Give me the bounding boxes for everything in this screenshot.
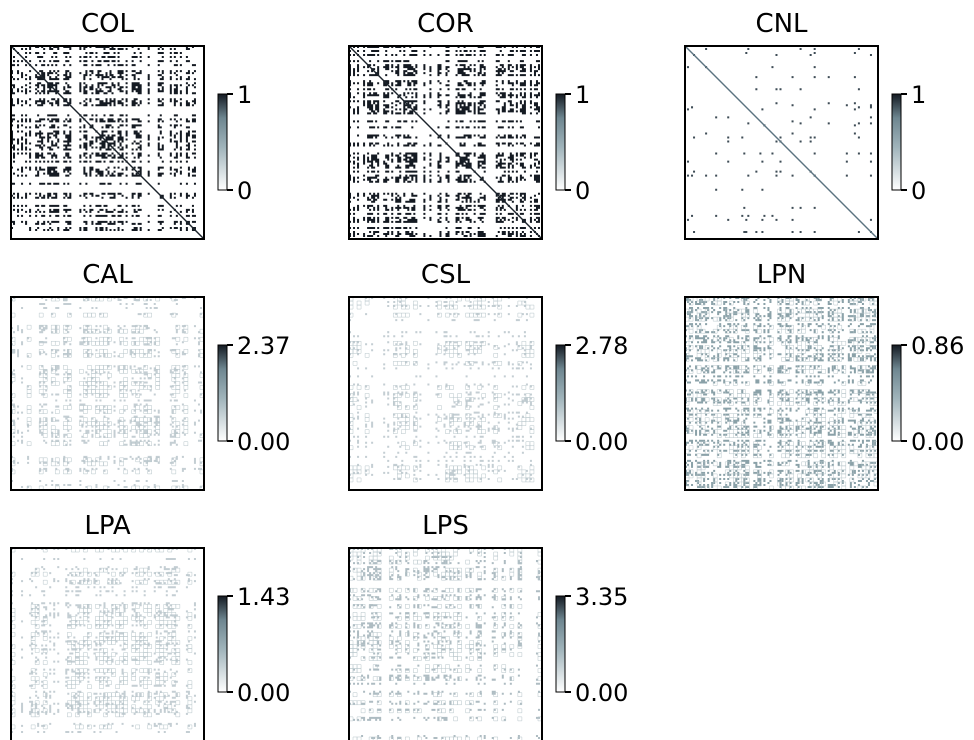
colorbar [891,93,902,191]
colorbar-min-label: 0 [237,177,252,205]
colorbar [555,93,566,191]
colorbar-max-label: 1 [575,81,590,109]
panel-title: CAL [82,260,133,290]
heatmap-diagonal [10,45,205,240]
heatmap-panel-col: COL 0 1 [10,9,252,240]
colorbar [217,595,228,693]
colorbar [891,344,902,442]
panel-title: COL [81,9,135,39]
colorbar-min-label: 0.00 [237,679,290,707]
heatmap-panel-csl: CSL 0.00 2.78 [348,260,628,491]
colorbar-min-label: 0.00 [911,428,964,456]
heatmap-panel-cor: COR 0 1 [348,9,590,240]
colorbar-max-label: 3.35 [575,583,628,611]
colorbar [555,595,566,693]
heatmap-cell-outlines [10,296,205,491]
heatmap-frame [10,296,205,491]
heatmap-frame [348,45,543,240]
panel-title: LPA [84,511,131,541]
heatmap-frame [348,547,543,740]
colorbar-max-label: 1.43 [237,583,290,611]
colorbar [555,344,566,442]
heatmap-frame [684,45,879,240]
heatmap-diagonal [348,45,543,240]
heatmap-cell-outlines [10,547,193,730]
heatmap-cells [685,297,876,488]
heatmap-cells [349,548,540,739]
heatmap-panel-cal: CAL 0.00 2.37 [10,260,290,491]
heatmap-panel-lpa: LPA 0.00 1.43 [10,511,290,740]
heatmap-cell-outlines [348,296,535,483]
heatmap-frame [10,45,205,240]
heatmap-frame [10,547,205,740]
heatmap-cell-outlines [684,296,879,491]
colorbar-max-label: 1 [911,81,926,109]
panel-title: LPN [757,260,807,290]
colorbar-min-label: 0 [575,177,590,205]
colorbar-min-label: 0 [911,177,926,205]
colorbar-max-label: 2.78 [575,332,628,360]
colorbar-max-label: 2.37 [237,332,290,360]
heatmap-frame [348,296,543,491]
panel-title: CNL [755,9,808,39]
colorbar [217,344,228,442]
panels-group: COL 0 1 COR 0 1 CNL 0 1 CAL 0.00 2.37 CSL 0.00 2.78 LPN… [10,9,964,740]
panel-title: CSL [421,260,471,290]
heatmap-cell-outlines [348,547,543,740]
colorbar [217,93,228,191]
colorbar-max-label: 1 [237,81,252,109]
panel-title: LPS [422,511,469,541]
colorbar-min-label: 0.00 [575,428,628,456]
heatmap-cells [11,297,202,488]
heatmap-panel-lpn: LPN 0.00 0.86 [684,260,964,491]
colorbar-min-label: 0.00 [237,428,290,456]
heatmap-diagonal [684,45,879,240]
heatmap-panel-cnl: CNL 0 1 [684,9,926,240]
panel-title: COR [417,9,474,39]
colorbar-min-label: 0.00 [575,679,628,707]
heatmap-panel-lps: LPS 0.00 3.35 [348,511,628,740]
heatmap-cells [349,297,532,480]
colorbar-max-label: 0.86 [911,332,964,360]
heatmap-frame [684,296,879,491]
